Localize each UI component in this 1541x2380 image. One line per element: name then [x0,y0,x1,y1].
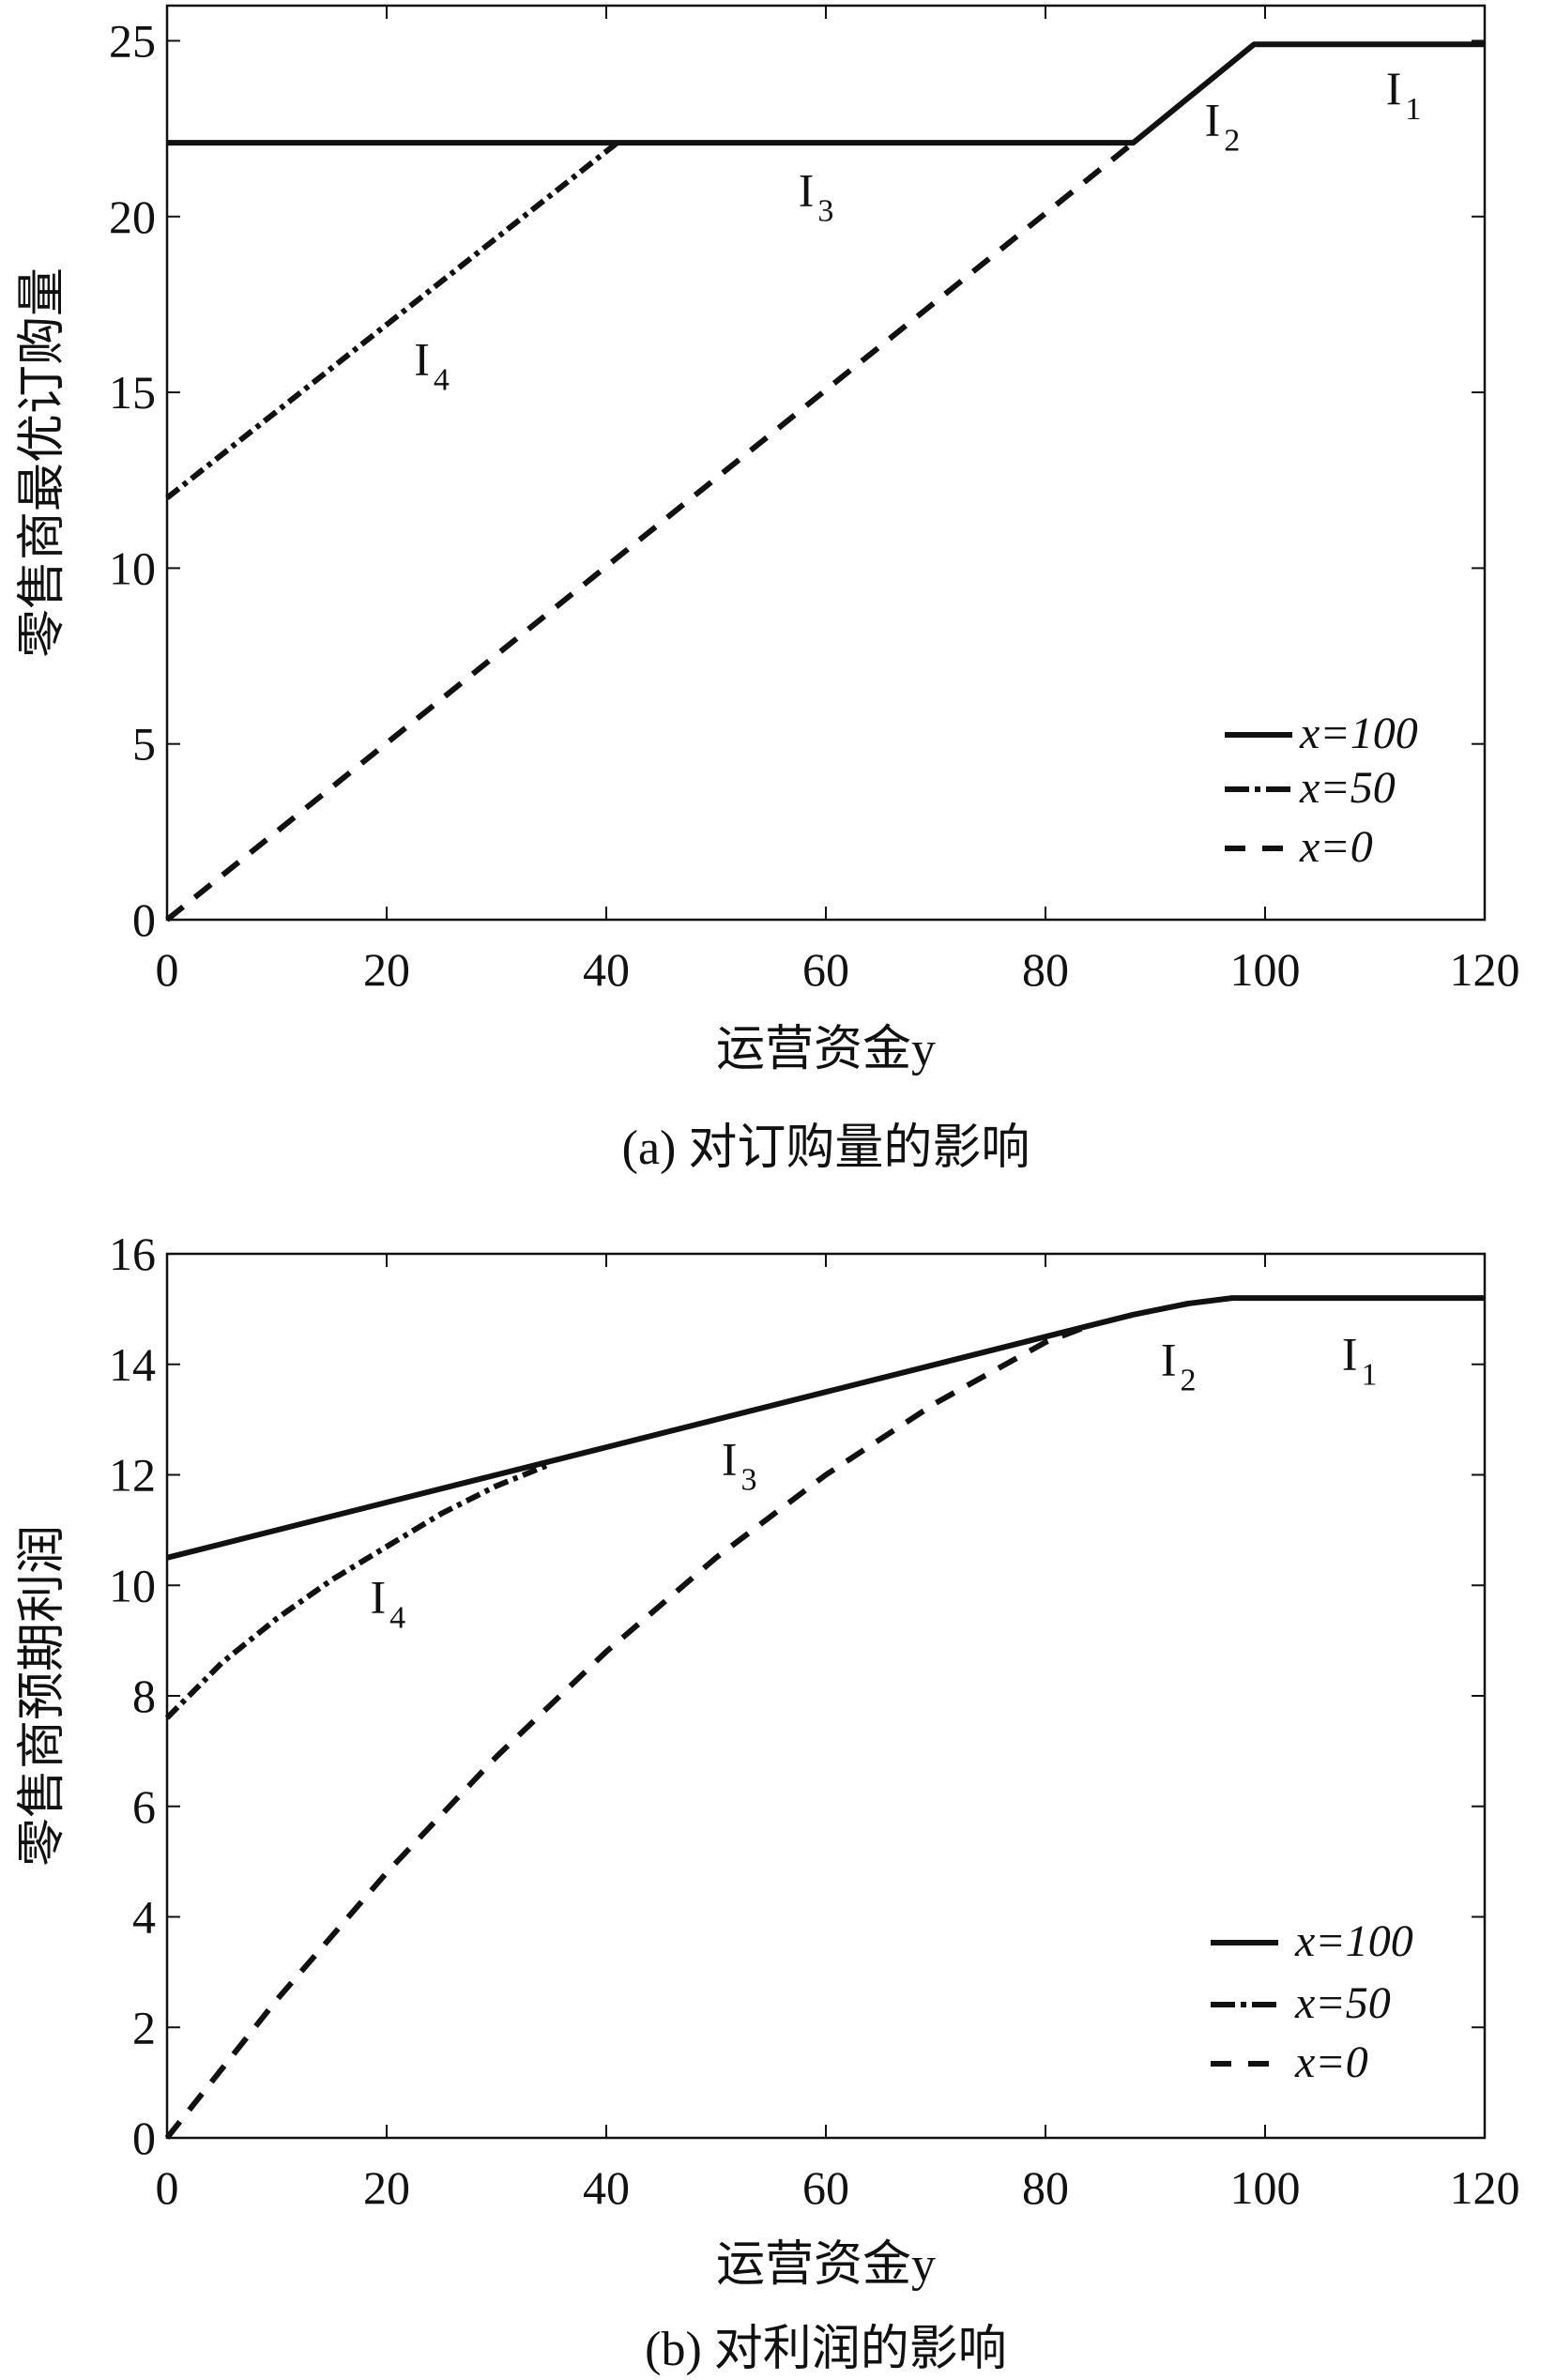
region-label-main: I [799,164,815,217]
y-tick-label: 6 [132,1780,156,1833]
legend-label: x=0 [1299,822,1373,872]
series-line-x-0 [165,140,1136,923]
region-label-main: I [414,332,430,385]
figure-caption: (a) 对订购量的影响 [622,1121,1030,1175]
x-tick-label: 40 [583,2161,630,2214]
x-tick-label: 80 [1022,943,1069,996]
legend-label: x=100 [1294,1916,1413,1966]
y-tick-label: 10 [109,1559,156,1611]
region-label-main: I [370,1571,386,1624]
region-label-subscript: 4 [434,362,450,397]
region-label-main: I [722,1433,738,1486]
y-tick-label: 25 [109,14,156,67]
x-axis-label: 运营资金y [716,1023,936,1076]
region-label-main: I [1205,94,1221,146]
region-label-subscript: 3 [817,194,833,229]
y-tick-label: 15 [109,366,156,419]
y-tick-label: 2 [132,2001,156,2053]
y-tick-label: 12 [109,1449,156,1502]
x-tick-label: 20 [363,2161,410,2214]
figure-caption: (b) 对利润的影响 [645,2323,1007,2376]
legend-label: x=100 [1299,709,1418,758]
series-line-x-50 [164,1460,553,1720]
x-tick-label: 120 [1450,943,1520,996]
y-tick-label: 20 [109,191,156,243]
region-label-subscript: 3 [741,1463,757,1498]
y-tick-label: 10 [109,542,156,594]
chart-panel-b: 0 20 40 60 80 100 1200246810121416x=100x=50x=0… [16,1228,1520,2376]
region-label-subscript: 2 [1224,124,1240,159]
legend-label: x=50 [1299,763,1396,813]
region-label-subscript: 1 [1362,1358,1378,1393]
x-tick-label: 20 [363,943,410,996]
series-line-x-50 [165,140,619,500]
x-tick-label: 100 [1230,2161,1301,2214]
x-tick-label: 120 [1450,2161,1520,2214]
series-line-x-100 [167,41,1485,146]
region-label-main: I [1342,1328,1358,1381]
series-line-x-100 [166,1295,1485,1561]
plot-frame [165,1252,1487,2140]
series-line-x-0 [164,1322,1091,2140]
y-tick-label: 5 [132,718,156,770]
x-tick-label: 0 [156,943,179,996]
y-axis-label: 零售商最优订购量 [16,267,69,658]
region-label-main: I [1161,1334,1177,1386]
y-axis-label: 零售商预期利润 [16,1525,69,1867]
x-tick-label: 60 [802,943,849,996]
region-label-subscript: 2 [1181,1364,1197,1398]
x-axis-label: 运营资金y [716,2238,936,2292]
legend-label: x=0 [1294,2037,1368,2087]
x-tick-label: 40 [583,943,630,996]
region-label-main: I [1386,62,1402,114]
x-tick-label: 80 [1022,2161,1069,2214]
y-tick-label: 4 [132,1891,156,1944]
x-tick-label: 0 [156,2161,179,2214]
legend-label: x=50 [1294,1978,1391,2028]
y-tick-label: 0 [132,893,156,946]
x-tick-label: 60 [802,2161,849,2214]
y-tick-label: 16 [109,1228,156,1280]
y-tick-label: 14 [109,1338,156,1391]
region-label-subscript: 4 [389,1601,405,1636]
y-tick-label: 0 [132,2112,156,2164]
region-label-subscript: 1 [1405,92,1421,127]
y-tick-label: 8 [132,1670,156,1722]
x-tick-label: 100 [1230,943,1301,996]
